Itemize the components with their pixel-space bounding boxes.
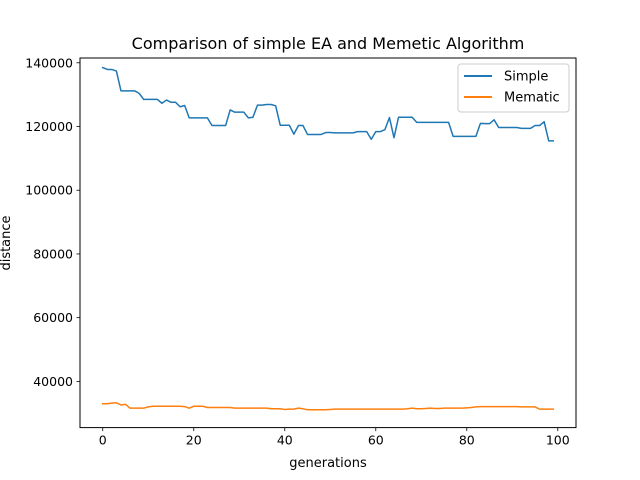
y-axis-label: distance	[0, 215, 14, 270]
series-layer	[101, 66, 554, 411]
legend: Simple Mematic	[457, 63, 570, 113]
y-tick-label: 40000	[33, 374, 73, 389]
plot-frame	[79, 57, 577, 429]
chart-title: Comparison of simple EA and Memetic Algo…	[132, 34, 525, 53]
y-tick-label: 120000	[25, 119, 73, 134]
y-tick-label: 60000	[33, 310, 73, 325]
x-axis-label: generations	[289, 456, 367, 471]
legend-label-simple: Simple	[504, 70, 548, 85]
y-tick-label: 140000	[25, 55, 73, 70]
x-tick-label: 0	[99, 433, 107, 448]
y-tick-label: 100000	[25, 183, 73, 198]
x-tick-label: 40	[277, 433, 293, 448]
x-tick-label: 80	[459, 433, 475, 448]
y-tick-label: 80000	[33, 246, 73, 261]
series-line-mematic	[102, 402, 554, 411]
series-line-simple	[101, 66, 554, 142]
x-tick-label: 20	[186, 433, 202, 448]
y-axis: 40000 60000 80000 100000 120000 140000	[25, 55, 80, 389]
x-tick-label: 60	[368, 433, 384, 448]
legend-label-mematic: Mematic	[504, 91, 560, 106]
x-axis: 0 20 40 60 80 100	[99, 427, 570, 448]
x-tick-label: 100	[546, 433, 570, 448]
